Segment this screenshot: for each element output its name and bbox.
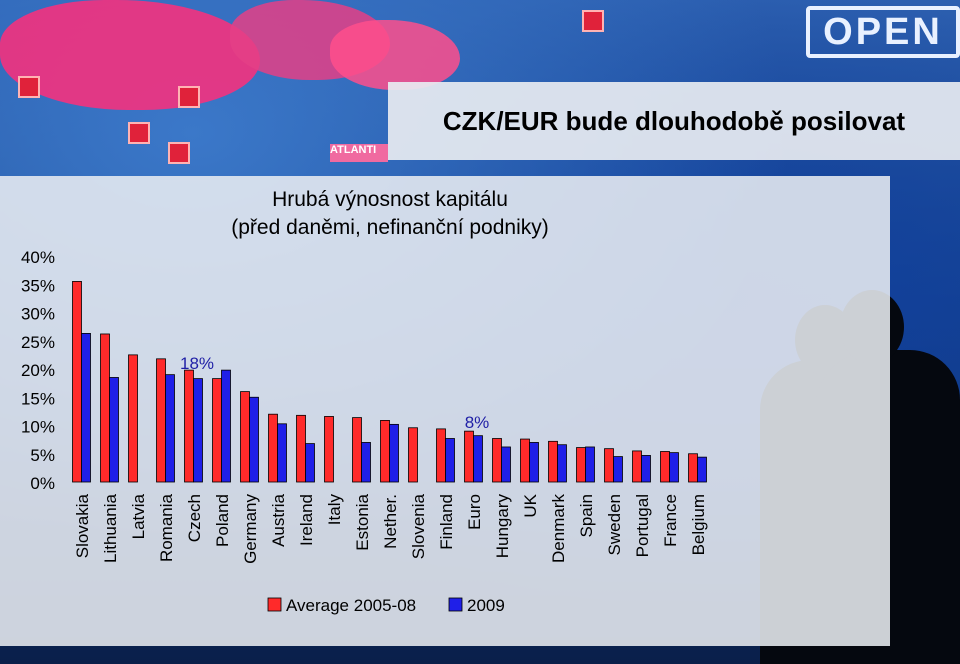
bar-average-portugal [632,450,642,483]
bar-average-denmark [548,440,558,483]
bar-2009-spain [585,446,595,483]
chart-title-line-1: Hrubá výnosnost kapitálu [272,188,508,211]
legend-label: 2009 [467,596,505,615]
y-tick-label: 35% [21,276,55,295]
bar-average-uk [520,438,530,483]
annotation-label: 18% [180,354,214,373]
bar-2009-austria [277,423,287,483]
bar-average-italy [324,416,334,483]
bar-2009-germany [249,396,259,483]
x-tick-label: Ireland [297,494,316,546]
map-marker [582,10,604,32]
legend-swatch [267,597,282,612]
x-tick-label: Lithuania [101,493,120,563]
bar-average-austria [268,413,278,483]
bar-average-finland [436,428,446,483]
bar-average-estonia [352,417,362,483]
x-tick-label: Euro [465,494,484,530]
bar-average-slovakia [72,281,82,483]
x-tick-label: Austria [269,493,288,546]
bar-average-france [660,451,670,483]
bar-2009-estonia [361,442,371,483]
annotation-label: 8% [465,413,490,432]
x-tick-label: Slovakia [73,493,92,558]
x-tick-label: Latvia [129,493,148,539]
bar-2009-lithuania [109,377,119,483]
bar-2009-denmark [557,444,567,483]
bar-average-nether [380,420,390,483]
chart-title-line-2: (před daněmi, nefinanční podniky) [231,216,549,239]
bar-average-romania [156,358,166,483]
x-tick-label: Romania [157,493,176,562]
y-tick-label: 0% [30,474,55,493]
x-tick-label: Poland [213,494,232,547]
open-sign: OPEN [806,6,960,58]
bar-average-ireland [296,414,306,483]
bar-2009-uk [529,442,539,483]
bar-average-slovenia [408,427,418,483]
x-tick-label: Germany [241,494,260,564]
x-tick-label: UK [521,493,540,517]
x-tick-label: Denmark [549,494,568,563]
y-tick-label: 20% [21,361,55,380]
map-marker [168,142,190,164]
bar-average-germany [240,391,250,483]
x-tick-label: Belgium [689,494,708,555]
x-tick-label: Czech [185,494,204,542]
x-tick-label: Portugal [633,494,652,557]
bar-2009-france [669,452,679,483]
map-marker [178,86,200,108]
bar-average-poland [212,378,222,483]
y-tick-label: 5% [30,446,55,465]
y-tick-label: 40% [21,248,55,267]
x-tick-label: Spain [577,494,596,537]
bar-2009-ireland [305,443,315,483]
bar-2009-poland [221,369,231,483]
bar-average-belgium [688,453,698,483]
chart-panel [0,176,890,646]
bar-2009-hungary [501,446,511,483]
page-title: CZK/EUR bude dlouhodobě posilovat [442,106,906,136]
bar-average-latvia [128,354,138,483]
bar-average-czech [184,369,194,483]
bar-2009-slovakia [81,333,91,483]
chart-title: Hrubá výnosnost kapitálu (před daněmi, n… [190,186,590,242]
bar-2009-belgium [697,456,707,483]
bar-average-sweden [604,448,614,483]
bar-average-euro [464,430,474,483]
bar-2009-portugal [641,455,651,483]
x-tick-label: France [661,494,680,547]
map-region [0,0,260,110]
title-panel [388,82,960,160]
map-label: ATLANTI [330,144,388,162]
x-tick-label: Estonia [353,493,372,550]
bar-2009-euro [473,435,483,483]
y-tick-label: 30% [21,305,55,324]
bar-average-lithuania [100,333,110,483]
map-marker [128,122,150,144]
x-tick-label: Sweden [605,494,624,555]
y-tick-label: 15% [21,389,55,408]
bar-2009-czech [193,378,203,483]
bar-2009-romania [165,374,175,483]
bar-2009-sweden [613,456,623,483]
x-tick-label: Hungary [493,494,512,559]
bar-2009-finland [445,438,455,483]
bar-average-hungary [492,438,502,483]
x-tick-label: Nether. [381,494,400,549]
bar-2009-nether [389,423,399,483]
x-tick-label: Slovenia [409,493,428,559]
y-tick-label: 25% [21,333,55,352]
x-tick-label: Finland [437,494,456,550]
map-marker [18,76,40,98]
legend-label: Average 2005-08 [286,596,416,615]
y-tick-label: 10% [21,418,55,437]
map-region [330,20,460,90]
bar-average-spain [576,447,586,483]
x-tick-label: Italy [325,494,344,526]
legend-swatch [448,597,463,612]
